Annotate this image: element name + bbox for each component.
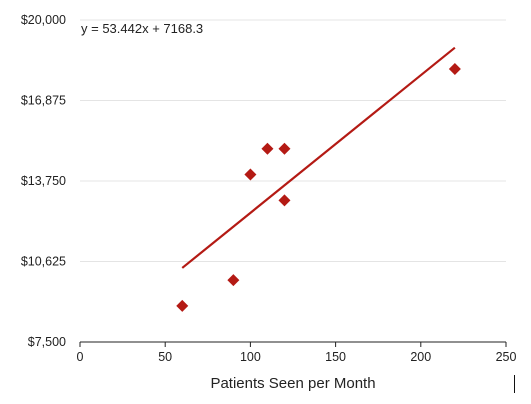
data-point-diamond xyxy=(261,142,274,155)
gridlines xyxy=(80,19,506,262)
data-point-diamond xyxy=(448,62,461,75)
x-tick-label: 50 xyxy=(158,350,172,364)
data-point-diamond xyxy=(278,142,291,155)
y-tick-label: $20,000 xyxy=(21,13,66,27)
x-tick-label: 150 xyxy=(325,350,346,364)
trendline-group xyxy=(181,46,456,269)
x-tick-label: 250 xyxy=(496,350,517,364)
x-axis-tick-labels: 0 50 100 150 200 250 xyxy=(77,342,517,364)
data-point-diamond xyxy=(244,168,257,181)
data-points xyxy=(176,62,461,312)
trendline xyxy=(181,46,456,269)
y-tick-label: $7,500 xyxy=(28,335,66,349)
y-axis-tick-labels: $7,500 $10,625 $13,750 $16,875 $20,000 xyxy=(21,13,66,349)
x-tick-label: 100 xyxy=(240,350,261,364)
data-point-diamond xyxy=(278,194,291,207)
data-point-diamond xyxy=(227,274,240,287)
data-point-diamond xyxy=(176,299,189,312)
text-cursor xyxy=(514,375,515,393)
trendline-equation: y = 53.442x + 7168.3 xyxy=(81,21,203,36)
y-tick-label: $10,625 xyxy=(21,255,66,269)
x-tick-label: 0 xyxy=(77,350,84,364)
x-tick-label: 200 xyxy=(410,350,431,364)
x-axis-title: Patients Seen per Month xyxy=(210,375,375,392)
y-tick-label: $16,875 xyxy=(21,94,66,108)
y-tick-label: $13,750 xyxy=(21,174,66,188)
